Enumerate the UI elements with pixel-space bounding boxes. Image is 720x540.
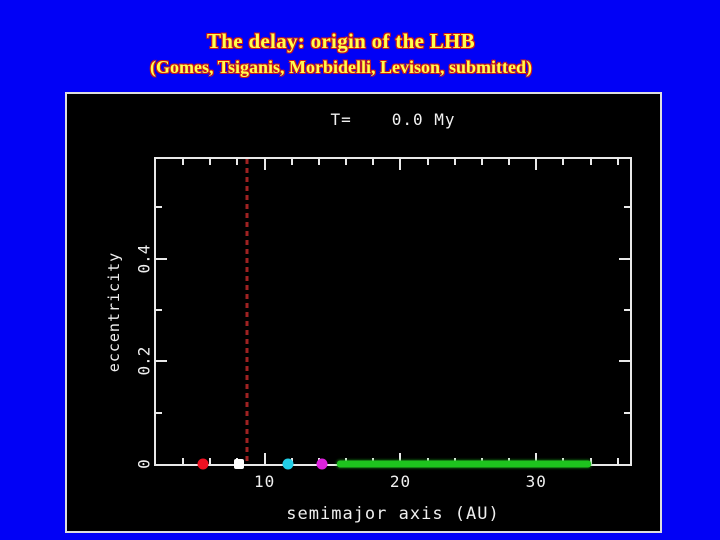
x-minor-tick-top: [317, 159, 320, 165]
x-minor-tick-bottom: [182, 458, 185, 464]
y-minor-tick-left: [156, 308, 162, 311]
time-label: T=: [330, 110, 352, 129]
plot-frame: semimajor axis (AU) eccentricity 10 20 30 0…: [105, 157, 632, 524]
time-value: 0.0 My: [391, 110, 456, 129]
cyan-point: [282, 458, 294, 470]
x-minor-tick-top: [453, 159, 456, 165]
x-axis-label: semimajor axis (AU): [286, 504, 500, 524]
plot-panel: T= 0.0 My semimajor axis (AU) eccentrici…: [65, 92, 662, 533]
x-minor-tick-bottom: [209, 458, 212, 464]
x-minor-tick-top: [426, 159, 429, 165]
x-minor-tick-top: [236, 159, 239, 165]
x-minor-tick-top: [209, 159, 212, 165]
y-major-tick-right: [619, 257, 630, 260]
x-minor-tick-top: [616, 159, 619, 165]
x-minor-tick-top: [589, 159, 592, 165]
red-point: [197, 458, 209, 470]
y-tick-label: 0.4: [134, 244, 154, 274]
magenta-point: [316, 458, 328, 470]
y-axis-label: eccentricity: [105, 251, 123, 372]
x-major-tick-bottom: [535, 453, 538, 464]
plot-time-title: T= 0.0 My: [154, 110, 632, 129]
y-minor-tick-left: [156, 411, 162, 414]
resonance-vline: [245, 159, 249, 464]
x-major-tick-top: [263, 159, 266, 170]
y-minor-tick-right: [624, 411, 630, 414]
x-minor-tick-top: [182, 159, 185, 165]
x-minor-tick-top: [508, 159, 511, 165]
slide-title: The delay: origin of the LHB: [207, 29, 475, 53]
white-point: [233, 459, 244, 469]
x-major-tick-top: [535, 159, 538, 170]
y-minor-tick-right: [624, 308, 630, 311]
x-minor-tick-top: [290, 159, 293, 165]
x-major-tick-top: [399, 159, 402, 170]
x-minor-tick-top: [480, 159, 483, 165]
x-minor-tick-top: [562, 159, 565, 165]
x-minor-tick-top: [372, 159, 375, 165]
y-major-tick-left: [156, 257, 167, 260]
planetesimal-disk-band: [336, 460, 591, 468]
x-tick-label: 20: [389, 472, 412, 491]
x-major-tick-bottom: [263, 453, 266, 464]
x-tick-label: 10: [254, 472, 276, 491]
x-major-tick-bottom: [399, 453, 402, 464]
slide-subtitle: (Gomes, Tsiganis, Morbidelli, Levison, s…: [149, 57, 533, 77]
x-minor-tick-top: [345, 159, 348, 165]
y-minor-tick-left: [156, 206, 162, 209]
x-minor-tick-bottom: [616, 458, 619, 464]
y-minor-tick-right: [624, 206, 630, 209]
y-tick-label: 0: [134, 459, 154, 469]
slide-header: The delay: origin of the LHB (Gomes, Tsi…: [0, 0, 701, 78]
y-major-tick-right: [619, 360, 630, 363]
y-tick-label: 0.2: [134, 346, 154, 376]
x-tick-label: 30: [525, 472, 547, 491]
x-minor-tick-bottom: [589, 458, 592, 464]
y-major-tick-left: [156, 360, 167, 363]
